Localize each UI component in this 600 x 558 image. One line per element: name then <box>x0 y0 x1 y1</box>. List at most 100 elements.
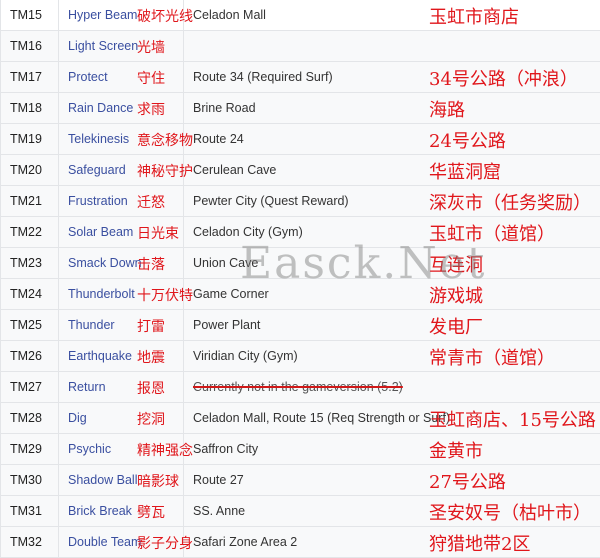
location-text: Saffron City <box>193 442 258 456</box>
move-link[interactable]: Smack Down <box>68 256 142 270</box>
move-link[interactable]: Psychic <box>68 442 111 456</box>
move-cell: Frustration 迁怒 <box>59 186 184 217</box>
location-cell: SS. Anne 圣安奴号（枯叶市） <box>184 496 600 527</box>
location-cn-annotation: 发电厂 <box>429 313 483 339</box>
move-link[interactable]: Rain Dance <box>68 101 133 115</box>
move-link[interactable]: Light Screen <box>68 39 138 53</box>
move-cn-annotation: 光墙 <box>137 37 165 57</box>
tm-number: TM29 <box>1 434 59 465</box>
tm-number: TM16 <box>1 31 59 62</box>
tm-number: TM31 <box>1 496 59 527</box>
tm-number: TM18 <box>1 93 59 124</box>
location-cell: Currently not in the gameversion (5.2) <box>184 372 600 403</box>
tm-number: TM23 <box>1 248 59 279</box>
move-link[interactable]: Thunderbolt <box>68 287 135 301</box>
tm-number: TM19 <box>1 124 59 155</box>
move-link[interactable]: Double Team <box>68 535 141 549</box>
move-cn-annotation: 迁怒 <box>137 192 165 212</box>
tm-number: TM17 <box>1 62 59 93</box>
move-cn-annotation: 守住 <box>137 68 165 88</box>
tm-number: TM15 <box>1 0 59 31</box>
move-cell: Protect 守住 <box>59 62 184 93</box>
location-cn-annotation: 34号公路（冲浪） <box>429 65 578 91</box>
move-cell: Return 报恩 <box>59 372 184 403</box>
move-cell: Solar Beam 日光束 <box>59 217 184 248</box>
move-link[interactable]: Dig <box>68 411 87 425</box>
location-cn-annotation: 深灰市（任务奖励） <box>429 189 591 215</box>
move-cn-annotation: 击落 <box>137 254 165 274</box>
move-cn-annotation: 日光束 <box>137 223 179 243</box>
move-link[interactable]: Hyper Beam <box>68 8 137 22</box>
location-text: Route 34 (Required Surf) <box>193 70 333 84</box>
tm-number: TM27 <box>1 372 59 403</box>
location-cn-annotation: 金黄市 <box>429 437 483 463</box>
location-cell: Brine Road 海路 <box>184 93 600 124</box>
move-link[interactable]: Brick Break <box>68 504 132 518</box>
move-cn-annotation: 报恩 <box>137 378 165 398</box>
location-cn-annotation: 互连洞 <box>429 251 483 277</box>
location-cell: Saffron City 金黄市 <box>184 434 600 465</box>
location-text: SS. Anne <box>193 504 245 518</box>
location-cn-annotation: 圣安奴号（枯叶市） <box>429 499 591 525</box>
move-link[interactable]: Protect <box>68 70 108 84</box>
tm-number: TM21 <box>1 186 59 217</box>
location-cn-annotation: 游戏城 <box>429 282 483 308</box>
move-link[interactable]: Safeguard <box>68 163 126 177</box>
location-text: Route 24 <box>193 132 244 146</box>
location-text: Union Cave <box>193 256 258 270</box>
move-cn-annotation: 暗影球 <box>137 471 179 491</box>
location-cell: Viridian City (Gym) 常青市（道馆） <box>184 341 600 372</box>
location-cn-annotation: 海路 <box>429 96 465 122</box>
tm-number: TM26 <box>1 341 59 372</box>
table-row: TM27 Return 报恩 Currently not in the gamev… <box>1 372 600 403</box>
location-text: Safari Zone Area 2 <box>193 535 297 549</box>
location-cn-annotation: 常青市（道馆） <box>429 344 555 370</box>
move-link[interactable]: Solar Beam <box>68 225 133 239</box>
location-text: Brine Road <box>193 101 256 115</box>
location-cn-annotation: 玉虹商店、15号公路 <box>429 406 596 432</box>
location-text: Celadon City (Gym) <box>193 225 303 239</box>
location-text: Viridian City (Gym) <box>193 349 298 363</box>
location-text: Celadon Mall <box>193 8 266 22</box>
move-link[interactable]: Frustration <box>68 194 128 208</box>
move-link[interactable]: Shadow Ball <box>68 473 138 487</box>
tm-number: TM20 <box>1 155 59 186</box>
move-link[interactable]: Thunder <box>68 318 115 332</box>
move-link[interactable]: Return <box>68 380 106 394</box>
move-link[interactable]: Earthquake <box>68 349 132 363</box>
tm-number: TM28 <box>1 403 59 434</box>
move-link[interactable]: Telekinesis <box>68 132 129 146</box>
location-text: Currently not in the gameversion (5.2) <box>193 380 403 394</box>
location-cn-annotation: 华蓝洞窟 <box>429 158 501 184</box>
tm-number: TM22 <box>1 217 59 248</box>
location-cell <box>184 31 600 62</box>
